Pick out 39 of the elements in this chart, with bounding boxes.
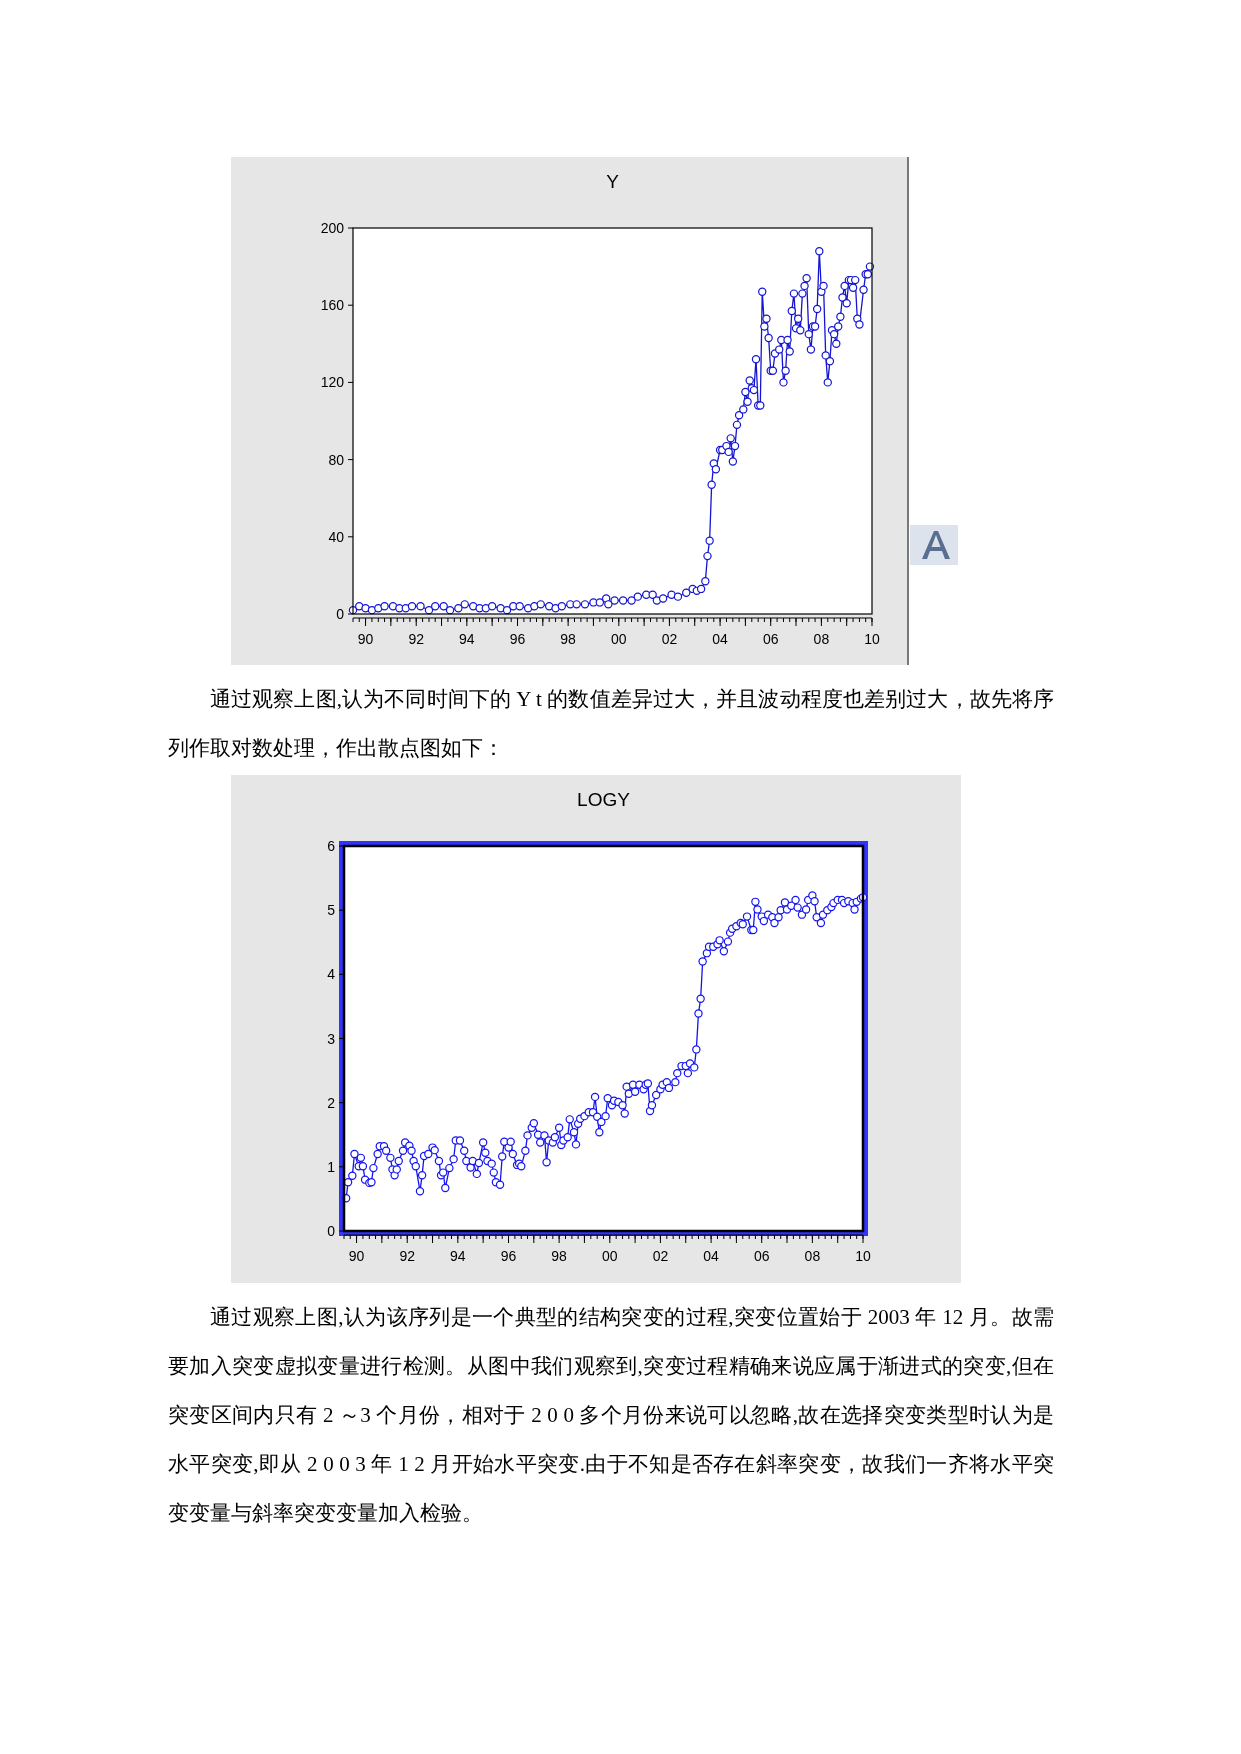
x-tick-label: 94 [459, 631, 475, 647]
y-tick-label: 0 [336, 606, 345, 622]
y-tick-label: 2 [327, 1094, 336, 1111]
y-tick-label: 200 [320, 220, 345, 236]
y-tick-label: 5 [327, 902, 336, 919]
x-tick-label: 10 [855, 1248, 871, 1264]
x-tick-label: 10 [864, 631, 880, 647]
x-tick-label: 00 [602, 1248, 618, 1264]
x-tick-label: 98 [560, 631, 577, 647]
chart-title: LOGY [577, 789, 631, 810]
x-tick-label: 90 [357, 631, 374, 647]
y-tick-label: 80 [328, 451, 345, 468]
x-tick-label: 94 [450, 1248, 466, 1264]
chart-title: Y [606, 171, 620, 192]
x-tick-label: 92 [408, 631, 425, 647]
x-tick-label: 98 [551, 1248, 568, 1264]
y-tick-label: 0 [327, 1223, 336, 1239]
text: 通过观察上图,认为不同时间下的 Y t 的数值差异过大，并且波动程度也差别过大，故先将序列作取对数处理，作出散点图如下： [168, 686, 1054, 762]
x-tick-label: 08 [804, 1248, 821, 1264]
y-tick-label: 120 [320, 374, 345, 391]
y-tick-label: 4 [327, 966, 336, 983]
y-tick-label: 1 [327, 1158, 336, 1175]
x-tick-label: 02 [661, 631, 678, 647]
x-tick-label: 00 [611, 631, 627, 647]
x-tick-label: 06 [762, 631, 779, 647]
y-tick-label: 3 [327, 1030, 336, 1047]
x-tick-label: 90 [348, 1248, 365, 1264]
y-tick-label: 40 [328, 528, 345, 545]
y-tick-label: 160 [320, 297, 345, 314]
x-tick-label: 08 [813, 631, 830, 647]
text: 通过观察上图,认为该序列是一个典型的结构突变的过程,突变位置始于 2003 年 12 月。故需要加入突变虚拟变量进行检测。从图中我们观察到,突变过程精确来说应属于渐进式的突变,但在突变区间内只有 2 ～3 个月份，相对于 2 0 0 多个月份来说可以忽略,故在选择突变类型时认为是水平突变,即从 2 0 0 3 年 1 2 月开始水平突变.由于不知是否存在斜率突变，故我们一齐将水平突变变量与斜率突变变量加入检验。 [168, 1304, 1054, 1527]
x-tick-label: 96 [509, 631, 526, 647]
x-tick-label: 04 [712, 631, 729, 647]
x-tick-label: 92 [399, 1248, 416, 1264]
y-tick-label: 6 [327, 838, 336, 854]
x-tick-label: 02 [652, 1248, 669, 1264]
x-tick-label: 96 [500, 1248, 517, 1264]
x-tick-label: 04 [703, 1248, 720, 1264]
x-tick-label: 06 [753, 1248, 770, 1264]
